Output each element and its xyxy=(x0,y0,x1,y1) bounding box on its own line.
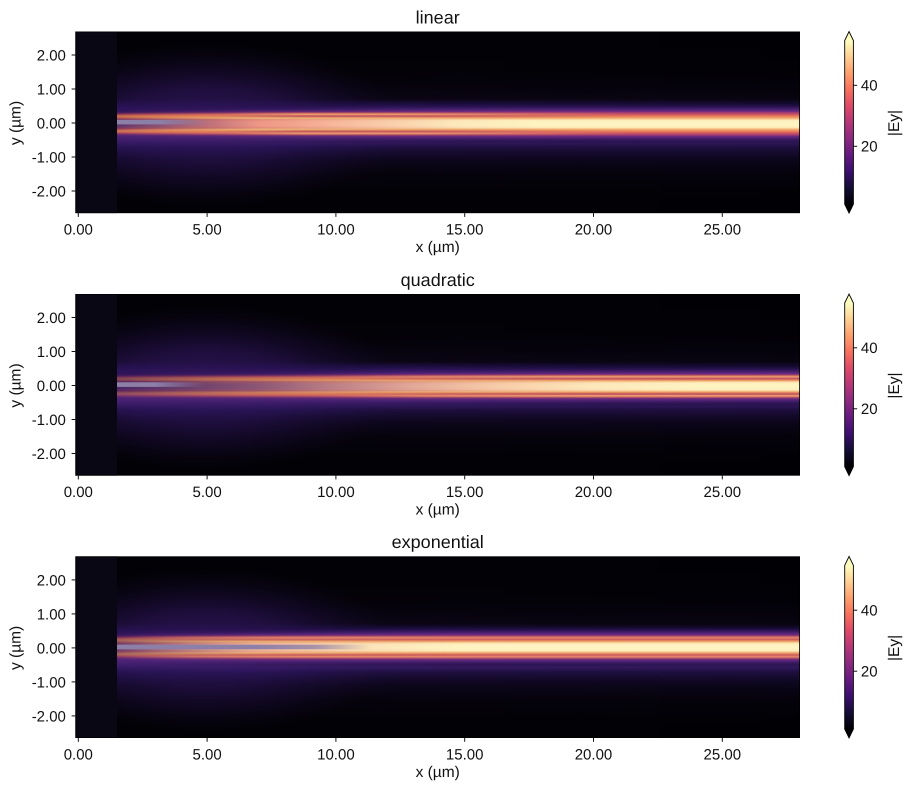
svg-text:15.00: 15.00 xyxy=(446,221,484,238)
svg-text:40: 40 xyxy=(861,340,878,357)
svg-text:25.00: 25.00 xyxy=(704,746,742,763)
svg-text:exponential: exponential xyxy=(392,532,484,552)
svg-text:10.00: 10.00 xyxy=(317,221,355,238)
svg-text:15.00: 15.00 xyxy=(446,746,484,763)
svg-text:y (µm): y (µm) xyxy=(8,626,25,670)
svg-text:linear: linear xyxy=(416,7,460,27)
svg-text:20.00: 20.00 xyxy=(575,484,613,501)
svg-text:20.00: 20.00 xyxy=(575,746,613,763)
svg-text:25.00: 25.00 xyxy=(704,221,742,238)
svg-text:0.00: 0.00 xyxy=(64,484,93,501)
svg-text:2.00: 2.00 xyxy=(37,47,66,64)
svg-text:5.00: 5.00 xyxy=(192,484,221,501)
svg-text:10.00: 10.00 xyxy=(317,484,355,501)
svg-text:quadratic: quadratic xyxy=(401,270,475,290)
svg-text:y (µm): y (µm) xyxy=(8,101,25,145)
svg-text:x (µm): x (µm) xyxy=(416,764,460,781)
svg-text:20.00: 20.00 xyxy=(575,221,613,238)
svg-text:40: 40 xyxy=(861,78,878,95)
svg-text:|Ey|: |Ey| xyxy=(886,635,903,661)
svg-text:0.00: 0.00 xyxy=(64,746,93,763)
svg-text:10.00: 10.00 xyxy=(317,746,355,763)
svg-text:|Ey|: |Ey| xyxy=(886,110,903,136)
svg-text:|Ey|: |Ey| xyxy=(886,372,903,398)
svg-text:-1.00: -1.00 xyxy=(32,674,66,691)
svg-text:0.00: 0.00 xyxy=(37,115,66,132)
svg-text:25.00: 25.00 xyxy=(704,484,742,501)
svg-text:0.00: 0.00 xyxy=(37,378,66,395)
svg-text:-1.00: -1.00 xyxy=(32,149,66,166)
svg-text:1.00: 1.00 xyxy=(37,606,66,623)
svg-text:-2.00: -2.00 xyxy=(32,446,66,463)
svg-text:20: 20 xyxy=(861,139,878,156)
svg-text:20: 20 xyxy=(861,401,878,418)
svg-text:-1.00: -1.00 xyxy=(32,412,66,429)
svg-text:-2.00: -2.00 xyxy=(32,183,66,200)
svg-text:2.00: 2.00 xyxy=(37,572,66,589)
svg-text:0.00: 0.00 xyxy=(37,640,66,657)
svg-text:x (µm): x (µm) xyxy=(416,239,460,256)
svg-text:y (µm): y (µm) xyxy=(8,363,25,407)
svg-text:2.00: 2.00 xyxy=(37,310,66,327)
svg-text:0.00: 0.00 xyxy=(64,221,93,238)
svg-text:5.00: 5.00 xyxy=(192,746,221,763)
svg-text:20: 20 xyxy=(861,664,878,681)
svg-text:1.00: 1.00 xyxy=(37,344,66,361)
svg-text:15.00: 15.00 xyxy=(446,484,484,501)
svg-text:-2.00: -2.00 xyxy=(32,708,66,725)
svg-text:1.00: 1.00 xyxy=(37,81,66,98)
svg-text:x (µm): x (µm) xyxy=(416,501,460,518)
svg-text:40: 40 xyxy=(861,603,878,620)
svg-text:5.00: 5.00 xyxy=(192,221,221,238)
